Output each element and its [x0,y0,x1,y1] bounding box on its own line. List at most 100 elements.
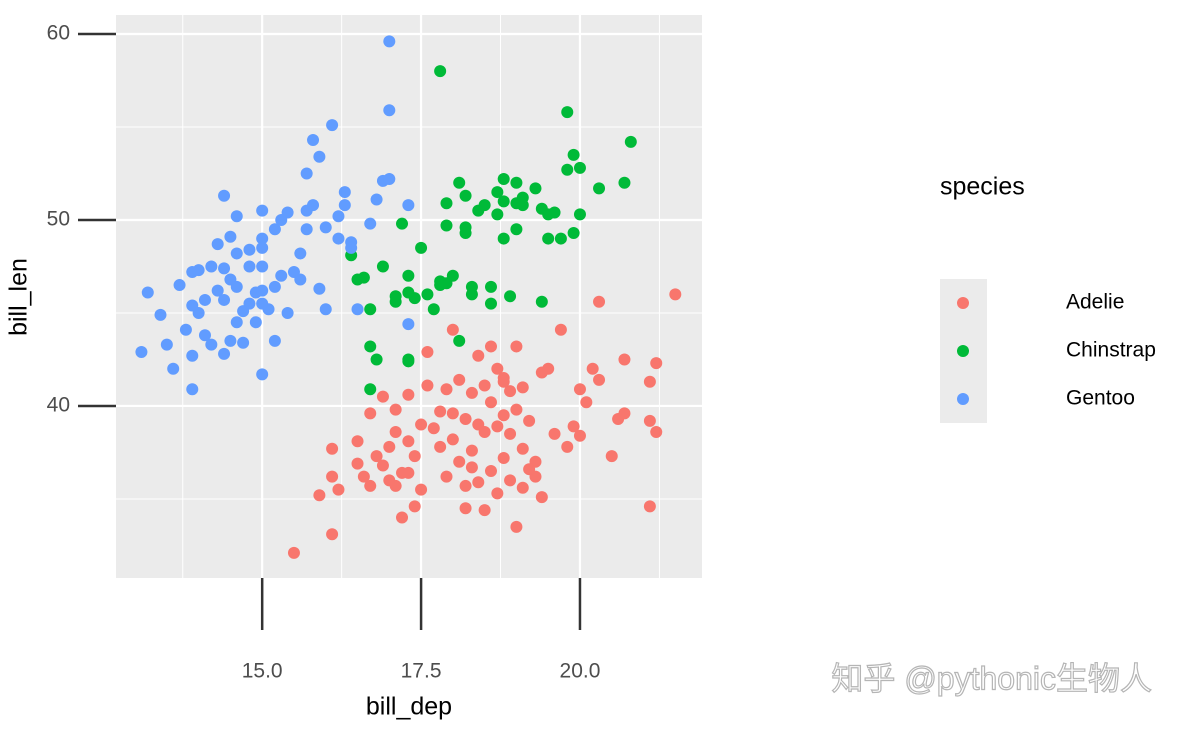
point [453,373,466,386]
point [268,223,281,236]
point [465,288,478,301]
point [326,119,339,132]
point [135,346,148,359]
point [326,442,339,455]
point [313,282,326,295]
point [376,459,389,472]
point [249,316,262,329]
point [256,284,269,297]
point [535,491,548,504]
point [465,444,478,457]
point [440,470,453,483]
point [446,433,459,446]
point [415,241,428,254]
legend-key [957,297,969,309]
point [326,470,339,483]
point [643,414,656,427]
point [326,528,339,541]
point [650,357,663,370]
point [573,383,586,396]
y-axis-title: bill_len [5,258,33,336]
point [484,396,497,409]
point [383,104,396,117]
point [396,217,409,230]
point [402,466,415,479]
point [332,210,345,223]
point [434,65,447,78]
y-tick-label: 40 [47,394,70,417]
point [478,425,491,438]
point [294,247,307,260]
point [364,407,377,420]
point [351,457,364,470]
point [294,273,307,286]
point [542,362,555,375]
legend-label: Chinstrap [1066,339,1156,362]
point [186,349,199,362]
point [345,241,358,254]
point [510,403,523,416]
point [192,264,205,277]
point [338,186,351,199]
point [440,197,453,210]
point [230,316,243,329]
point [523,463,536,476]
point [516,381,529,394]
y-tick-label: 50 [47,208,70,231]
point [402,435,415,448]
point [351,303,364,316]
point [491,420,504,433]
point [459,479,472,492]
point [275,269,288,282]
point [421,379,434,392]
point [624,135,637,148]
point [421,346,434,359]
point [408,500,421,513]
point [173,279,186,292]
point [421,288,434,301]
point [453,455,466,468]
point [497,452,510,465]
point [281,306,294,319]
point [154,308,167,321]
point [434,440,447,453]
point [402,388,415,401]
point [650,425,663,438]
point [484,297,497,310]
y-tick-label: 60 [47,22,70,45]
legend: Adelie Chinstrap Gentoo [957,291,1156,410]
point [459,189,472,202]
legend-key [957,393,969,405]
point [402,353,415,366]
point [198,329,211,342]
point [618,176,631,189]
point [542,208,555,221]
point [364,303,377,316]
points [135,35,682,559]
point [510,340,523,353]
point [224,334,237,347]
point [618,407,631,420]
point [567,148,580,161]
point [268,280,281,293]
point [402,269,415,282]
point [256,232,269,245]
point [446,269,459,282]
point [459,502,472,515]
watermark: 知乎 @pythonic生物人 [831,660,1152,696]
point [440,219,453,232]
point [370,193,383,206]
point [230,247,243,260]
point [389,290,402,303]
point [364,479,377,492]
point [523,414,536,427]
point [364,217,377,230]
point [465,386,478,399]
point [230,280,243,293]
point [484,465,497,478]
legend-label: Gentoo [1066,387,1135,410]
point [332,232,345,245]
point [516,191,529,204]
point [618,353,631,366]
point [593,295,606,308]
